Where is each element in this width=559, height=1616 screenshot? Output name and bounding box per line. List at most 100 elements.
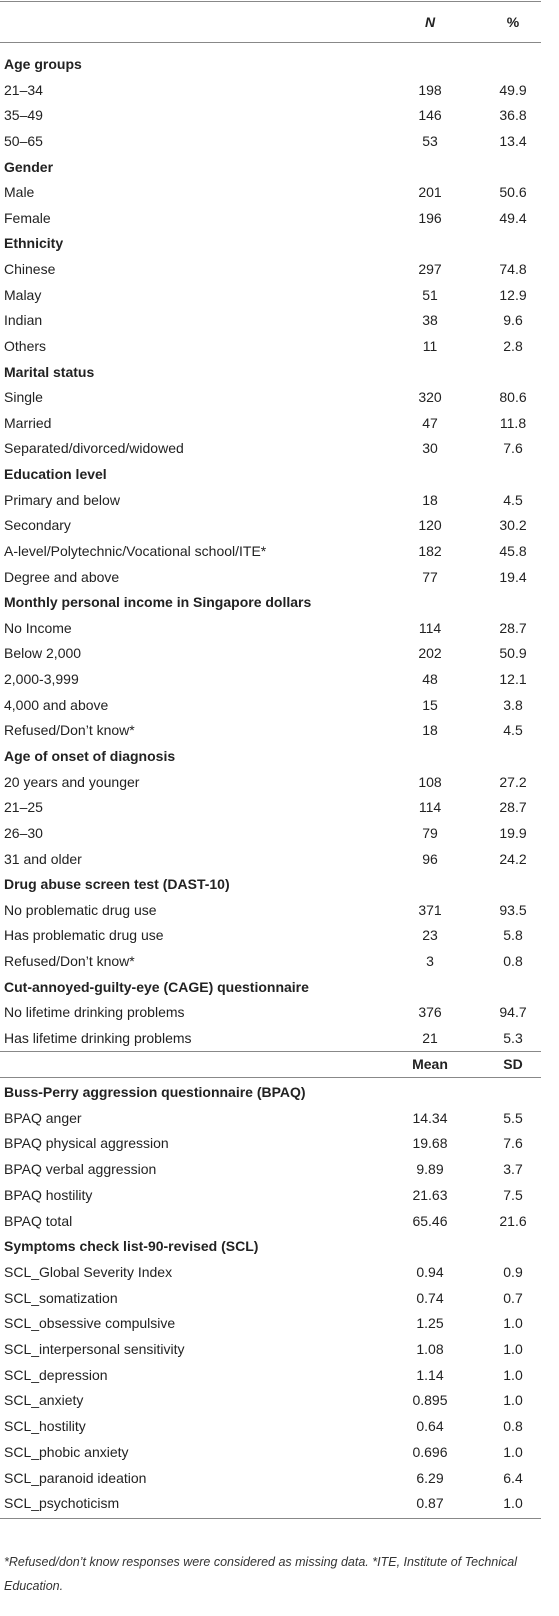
row-label: SCL_hostility	[4, 1418, 86, 1435]
value-cell: 47	[422, 414, 438, 431]
row-label: Chinese	[4, 261, 56, 278]
rule-line	[0, 1518, 541, 1519]
section-title: Marital status	[4, 363, 95, 380]
row-label: 21–34	[4, 81, 43, 98]
value-cell: 1.0	[503, 1315, 523, 1332]
section-title: Buss-Perry aggression questionnaire (BPA…	[4, 1084, 306, 1100]
value-cell: 320	[418, 389, 442, 406]
value-cell: 9.6	[503, 312, 523, 329]
value-cell: 0.8	[503, 1418, 523, 1435]
value-cell: 50.6	[499, 184, 527, 201]
value-cell: 93.5	[499, 901, 527, 918]
value-cell: 27.2	[499, 773, 527, 790]
row-label: 26–30	[4, 824, 43, 841]
value-cell: 1.0	[503, 1443, 523, 1460]
value-cell: 1.0	[503, 1392, 523, 1409]
row-label: Malay	[4, 286, 42, 303]
value-cell: 2.8	[503, 337, 523, 354]
value-cell: 23	[422, 927, 438, 944]
column-header: SD	[503, 1056, 523, 1072]
row-label: SCL_somatization	[4, 1289, 118, 1306]
value-cell: 30.2	[499, 517, 527, 534]
value-cell: 0.87	[416, 1495, 444, 1512]
value-cell: 120	[418, 517, 442, 534]
row-label: SCL_Global Severity Index	[4, 1263, 173, 1280]
value-cell: 182	[418, 542, 442, 559]
value-cell: 1.25	[416, 1315, 444, 1332]
value-cell: 28.7	[499, 799, 527, 816]
value-cell: 96	[422, 850, 438, 867]
column-header: %	[506, 14, 520, 30]
value-cell: 4.5	[503, 491, 523, 508]
value-cell: 19.68	[412, 1135, 448, 1152]
row-label: 20 years and younger	[4, 773, 140, 790]
value-cell: 50.9	[499, 645, 527, 662]
row-label: BPAQ physical aggression	[4, 1135, 169, 1152]
value-cell: 146	[418, 107, 442, 124]
value-cell: 80.6	[499, 389, 527, 406]
value-cell: 12.1	[499, 671, 527, 688]
row-label: SCL_obsessive compulsive	[4, 1315, 176, 1332]
value-cell: 1.08	[416, 1341, 444, 1357]
value-cell: 12.9	[499, 286, 527, 303]
value-cell: 79	[422, 824, 438, 841]
row-label: No Income	[4, 619, 72, 636]
value-cell: 1.0	[503, 1366, 523, 1383]
value-cell: 5.5	[503, 1109, 523, 1126]
value-cell: 21.6	[499, 1212, 527, 1229]
row-label: BPAQ hostility	[4, 1186, 93, 1203]
row-label: 35–49	[4, 107, 43, 124]
value-cell: 65.46	[412, 1212, 448, 1229]
value-cell: 201	[418, 184, 442, 201]
value-cell: 1.14	[416, 1366, 444, 1383]
section-title: Gender	[4, 158, 54, 175]
rule-line	[0, 1051, 541, 1052]
section-title: Age groups	[4, 56, 82, 72]
rule-line	[0, 42, 541, 43]
value-cell: 21.63	[412, 1186, 448, 1203]
value-cell: 3	[426, 953, 434, 970]
value-cell: 371	[418, 901, 442, 918]
row-label: Indian	[4, 312, 43, 329]
row-label: 4,000 and above	[4, 696, 109, 713]
row-label: Degree and above	[4, 568, 120, 585]
value-cell: 9.89	[416, 1161, 444, 1178]
value-cell: 53	[422, 132, 438, 149]
value-cell: 6.4	[503, 1469, 523, 1486]
value-cell: 24.2	[499, 850, 527, 867]
value-cell: 7.5	[503, 1186, 523, 1203]
value-cell: 36.8	[499, 107, 527, 124]
row-label: SCL_psychoticism	[4, 1495, 120, 1512]
value-cell: 6.29	[416, 1469, 444, 1486]
value-cell: 0.7	[503, 1289, 523, 1306]
value-cell: 45.8	[499, 542, 527, 559]
row-label: Refused/Don’t know*	[4, 722, 135, 739]
row-label: BPAQ verbal aggression	[4, 1161, 157, 1178]
value-cell: 202	[418, 645, 442, 662]
value-cell: 0.94	[416, 1263, 444, 1280]
value-cell: 108	[418, 773, 442, 790]
row-label: Separated/divorced/widowed	[4, 440, 184, 457]
value-cell: 11.8	[499, 414, 527, 431]
value-cell: 28.7	[499, 619, 527, 636]
section-title: Drug abuse screen test (DAST-10)	[4, 876, 230, 893]
row-label: BPAQ total	[4, 1212, 73, 1229]
row-label: No lifetime drinking problems	[4, 1004, 185, 1021]
value-cell: 18	[422, 491, 438, 508]
value-cell: 114	[418, 619, 442, 636]
value-cell: 0.895	[412, 1392, 448, 1409]
section-title: Age of onset of diagnosis	[4, 748, 176, 764]
value-cell: 7.6	[503, 440, 523, 457]
value-cell: 94.7	[499, 1004, 527, 1021]
value-cell: 376	[418, 1004, 442, 1021]
value-cell: 74.8	[499, 261, 527, 278]
value-cell: 21	[422, 1029, 438, 1046]
row-label: Married	[4, 414, 52, 431]
row-label: Has lifetime drinking problems	[4, 1029, 192, 1046]
value-cell: 18	[422, 722, 438, 739]
row-label: 31 and older	[4, 850, 82, 867]
row-label: Secondary	[4, 517, 71, 534]
value-cell: 0.8	[503, 953, 523, 970]
value-cell: 77	[422, 568, 438, 585]
